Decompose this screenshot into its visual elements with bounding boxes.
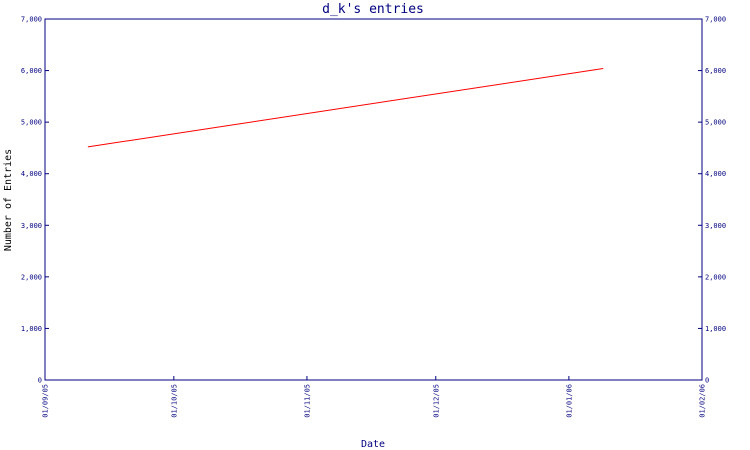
x-tick-label: 01/09/05 <box>42 384 50 418</box>
x-axis-label: Date <box>361 439 385 450</box>
y-tick-label-left: 1,000 <box>21 325 42 333</box>
y-tick-label-left: 3,000 <box>21 222 42 230</box>
y-axis-left: 0 1,000 2,000 3,000 4,000 5,000 6,000 7,000 <box>21 16 49 385</box>
y-tick-label-left: 0 <box>38 377 42 385</box>
x-tick-label: 01/10/05 <box>170 384 178 418</box>
y-tick-label-right: 0 <box>705 377 709 385</box>
y-tick-label-right: 2,000 <box>705 273 726 281</box>
series-line <box>87 68 604 148</box>
y-tick-label-right: 5,000 <box>705 119 726 127</box>
y-axis-right: 0 1,000 2,000 3,000 4,000 5,000 6,000 7,000 <box>698 16 726 385</box>
x-tick-label: 01/11/05 <box>303 384 311 418</box>
series-layer <box>87 68 604 148</box>
y-tick-label-left: 2,000 <box>21 273 42 281</box>
y-tick-label-right: 1,000 <box>705 325 726 333</box>
x-tick-label: 01/02/06 <box>699 384 707 418</box>
y-tick-label-left: 7,000 <box>21 16 42 24</box>
y-tick-label-right: 4,000 <box>705 170 726 178</box>
plot-area <box>44 18 703 381</box>
y-tick-label-right: 3,000 <box>705 222 726 230</box>
y-tick-label-left: 6,000 <box>21 67 42 75</box>
plot-border <box>44 18 703 381</box>
x-tick-label: 01/12/05 <box>432 384 440 418</box>
chart-title: d_k's entries <box>322 2 424 17</box>
y-tick-label-left: 5,000 <box>21 119 42 127</box>
x-tick-label: 01/01/06 <box>565 384 573 418</box>
y-tick-label-right: 7,000 <box>705 16 726 24</box>
x-axis: 01/09/05 01/10/05 01/11/05 01/12/05 01/01/06… <box>42 376 707 418</box>
y-axis-label: Number of Entries <box>3 149 14 251</box>
y-tick-label-right: 6,000 <box>705 67 726 75</box>
y-tick-label-left: 4,000 <box>21 170 42 178</box>
